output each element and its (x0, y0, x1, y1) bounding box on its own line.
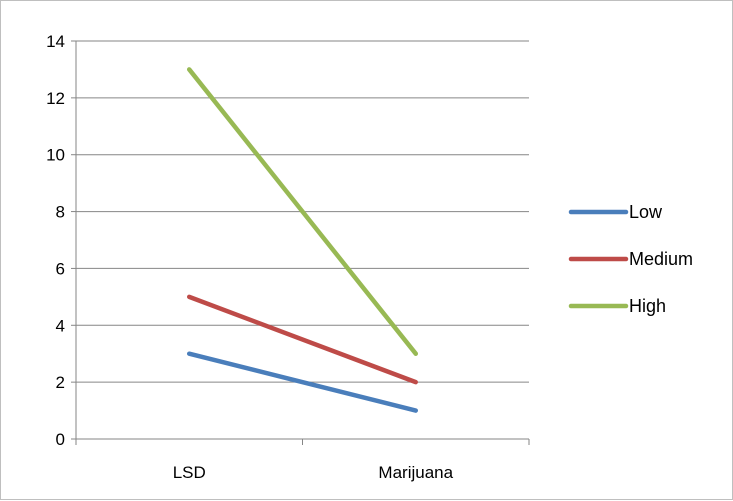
x-tick-label: LSD (173, 463, 206, 482)
y-tick-label: 2 (56, 373, 65, 392)
series-line-medium (187, 294, 418, 385)
y-tick-label: 0 (56, 430, 65, 449)
y-tick-label: 4 (56, 316, 65, 335)
y-tick-label: 14 (46, 32, 65, 51)
x-axis-ticks: LSD Marijuana (75, 439, 530, 482)
series-lines (187, 67, 418, 413)
y-tick-label: 6 (56, 259, 65, 278)
y-axis-ticks: 0 2 4 6 8 10 12 14 (46, 32, 76, 449)
legend-label-medium: Medium (629, 249, 693, 269)
legend: Low Medium High (568, 202, 693, 316)
series-line-low (187, 351, 418, 413)
y-tick-label: 10 (46, 146, 65, 165)
series-line-high (187, 67, 418, 356)
x-tick-label: Marijuana (378, 463, 453, 482)
legend-label-high: High (629, 296, 666, 316)
axes (75, 41, 529, 440)
y-tick-label: 8 (56, 203, 65, 222)
y-tick-label: 12 (46, 89, 65, 108)
gridlines (76, 40, 529, 383)
legend-label-low: Low (629, 202, 663, 222)
